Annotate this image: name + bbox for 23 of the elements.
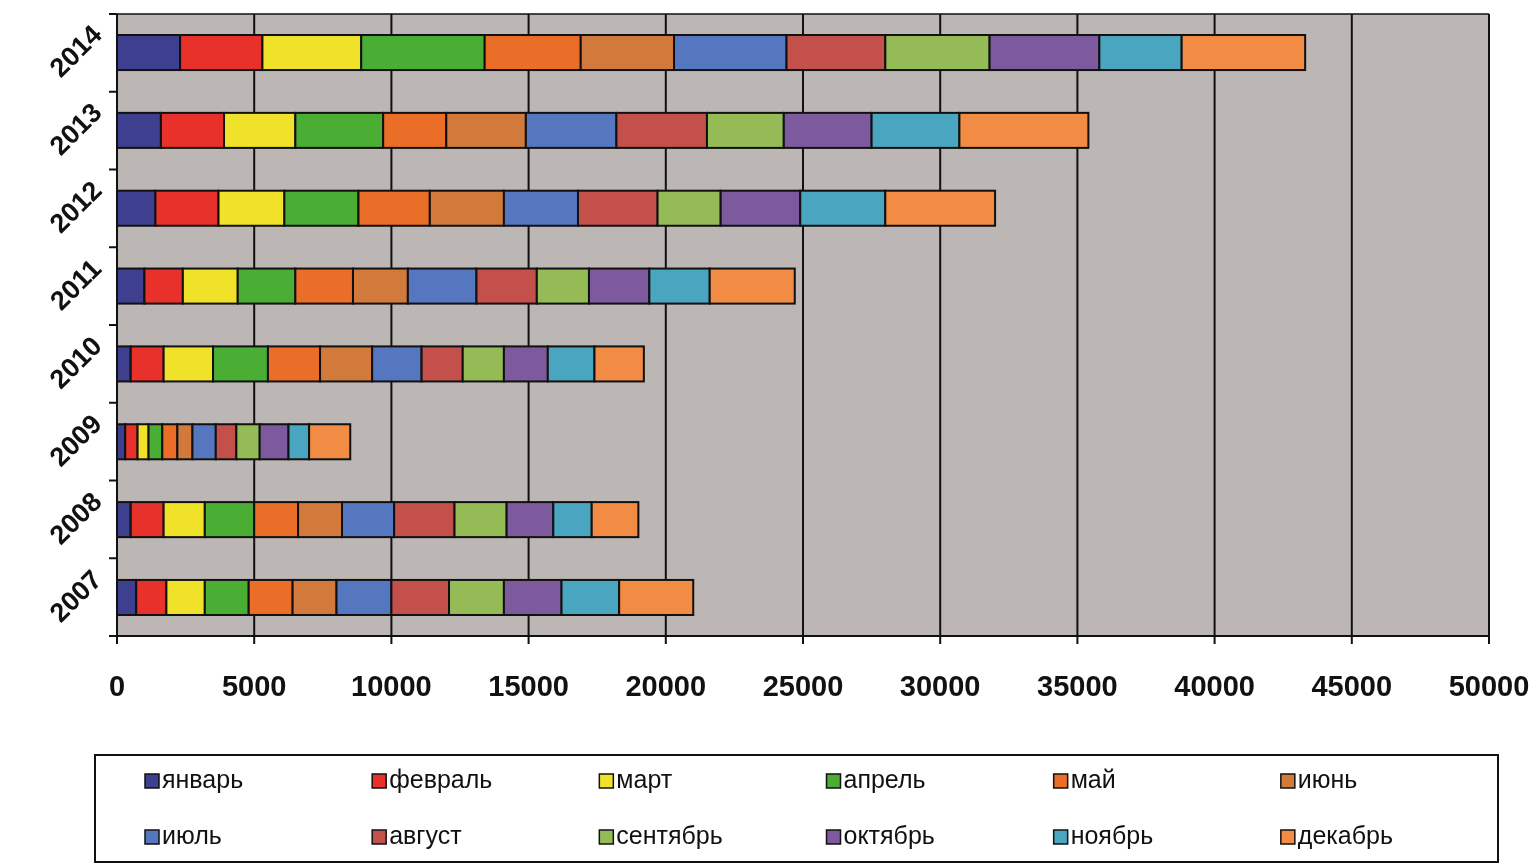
legend-label: март bbox=[616, 765, 673, 793]
x-tick-label: 20000 bbox=[625, 670, 707, 702]
x-tick-label: 45000 bbox=[1311, 670, 1393, 702]
x-tick-label: 0 bbox=[108, 670, 126, 702]
x-tick-label: 50000 bbox=[1448, 670, 1530, 702]
legend-label: апрель bbox=[843, 765, 926, 793]
legend-label: сентябрь bbox=[616, 821, 723, 849]
legend-label: май bbox=[1070, 765, 1116, 793]
x-tick-label: 5000 bbox=[221, 670, 287, 702]
x-tick-label: 15000 bbox=[488, 670, 569, 702]
legend-label: ноябрь bbox=[1070, 821, 1154, 849]
x-tick-label: 35000 bbox=[1037, 670, 1118, 702]
x-tick-label: 40000 bbox=[1174, 670, 1255, 702]
x-tick-label: 25000 bbox=[762, 670, 844, 702]
legend-label: октябрь bbox=[843, 821, 935, 849]
x-tick-label: 30000 bbox=[899, 670, 981, 702]
legend-label: январь bbox=[162, 765, 244, 793]
legend-label: август bbox=[389, 821, 463, 849]
legend-label: июнь bbox=[1297, 765, 1358, 793]
legend-label: декабрь bbox=[1297, 821, 1393, 849]
legend-label: февраль bbox=[389, 765, 493, 793]
legend-label: июль bbox=[162, 821, 222, 849]
x-tick-label: 10000 bbox=[351, 670, 432, 702]
